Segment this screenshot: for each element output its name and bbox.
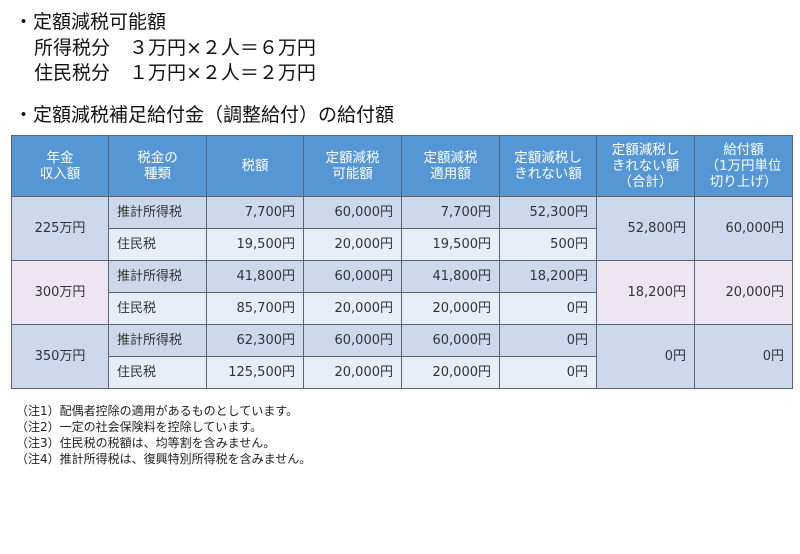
applied-cell: 41,800円 [401, 260, 500, 293]
income-cell: 300万円 [11, 260, 109, 325]
footnote-4: （注4）推計所得税は、復興特別所得税を含みません。 [16, 452, 312, 466]
remaining-total-cell: 0円 [596, 324, 695, 389]
tax-amount-cell: 125,500円 [206, 356, 304, 389]
possible-cell: 20,000円 [303, 228, 402, 261]
table-header-row: 年金 収入額 税金の 種類 税額 定額減税 可能額 定額減税 適用額 定額減税し きれない… [11, 135, 793, 197]
remaining-total-cell: 52,800円 [596, 196, 695, 261]
table-row: 住民税 125,500円 20,000円 20,000円 0円 [12, 356, 793, 389]
benefit-cell: 60,000円 [694, 196, 793, 261]
tax-type-cell: 推計所得税 [108, 324, 207, 357]
header-reduction-applied: 定額減税 適用額 [401, 135, 500, 197]
possible-cell: 60,000円 [303, 324, 402, 357]
header-benefit-amount: 給付額 （1万円単位 切り上げ） [694, 135, 793, 197]
table-row: 225万円 推計所得税 7,700円 60,000円 7,700円 52,300… [11, 196, 793, 261]
possible-cell: 60,000円 [303, 196, 402, 229]
remaining-total-cell: 18,200円 [596, 260, 695, 325]
income-cell: 350万円 [11, 324, 109, 389]
applied-cell: 7,700円 [401, 196, 500, 229]
table-row: 300万円 推計所得税 41,800円 60,000円 41,800円 18,2… [11, 260, 793, 325]
header-tax-amount: 税額 [206, 135, 304, 197]
header-reduction-remaining-total: 定額減税し きれない額 （合計） [596, 135, 695, 197]
possible-cell: 60,000円 [303, 260, 402, 293]
benefit-cell: 0円 [694, 324, 793, 389]
tax-amount-cell: 62,300円 [206, 324, 304, 357]
possible-cell: 20,000円 [303, 356, 402, 389]
remaining-cell: 0円 [499, 292, 597, 325]
remaining-cell: 0円 [499, 356, 597, 389]
possible-cell: 20,000円 [303, 292, 402, 325]
header-pension-income: 年金 収入額 [11, 135, 109, 197]
section-heading-benefit-amount: ・定額減税補足給付金（調整給付）の給付額 [14, 104, 395, 126]
benefit-cell: 20,000円 [694, 260, 793, 325]
footnote-3: （注3）住民税の税額は、均等割を含みません。 [16, 436, 276, 450]
income-cell: 225万円 [11, 196, 109, 261]
tax-amount-cell: 7,700円 [206, 196, 304, 229]
tax-amount-cell: 19,500円 [206, 228, 304, 261]
applied-cell: 60,000円 [401, 324, 500, 357]
table-row: 住民税 19,500円 20,000円 19,500円 500円 [12, 228, 793, 261]
income-tax-calculation: 所得税分 ３万円×２人＝６万円 [34, 37, 316, 59]
header-tax-type: 税金の 種類 [108, 135, 207, 197]
benefit-table: 年金 収入額 税金の 種類 税額 定額減税 可能額 定額減税 適用額 定額減税し きれない… [11, 135, 793, 389]
tax-type-cell: 住民税 [108, 228, 207, 261]
header-reduction-possible: 定額減税 可能額 [303, 135, 402, 197]
tax-amount-cell: 41,800円 [206, 260, 304, 293]
tax-type-cell: 住民税 [108, 292, 207, 325]
header-reduction-remaining: 定額減税し きれない額 [499, 135, 597, 197]
applied-cell: 19,500円 [401, 228, 500, 261]
footnote-2: （注2）一定の社会保険料を控除しています。 [16, 420, 263, 434]
remaining-cell: 18,200円 [499, 260, 597, 293]
remaining-cell: 52,300円 [499, 196, 597, 229]
remaining-cell: 0円 [499, 324, 597, 357]
table-row: 350万円 推計所得税 62,300円 60,000円 60,000円 0円 0… [11, 324, 793, 389]
section-heading-reduction-possible: ・定額減税可能額 [14, 11, 167, 33]
tax-amount-cell: 85,700円 [206, 292, 304, 325]
tax-type-cell: 推計所得税 [108, 196, 207, 229]
remaining-cell: 500円 [499, 228, 597, 261]
table-row: 住民税 85,700円 20,000円 20,000円 0円 [12, 292, 793, 325]
applied-cell: 20,000円 [401, 292, 500, 325]
resident-tax-calculation: 住民税分 １万円×２人＝２万円 [34, 62, 316, 84]
tax-type-cell: 推計所得税 [108, 260, 207, 293]
applied-cell: 20,000円 [401, 356, 500, 389]
footnote-1: （注1）配偶者控除の適用があるものとしています。 [16, 404, 299, 418]
tax-type-cell: 住民税 [108, 356, 207, 389]
footnotes: （注1）配偶者控除の適用があるものとしています。 （注2）一定の社会保険料を控除… [16, 403, 311, 467]
